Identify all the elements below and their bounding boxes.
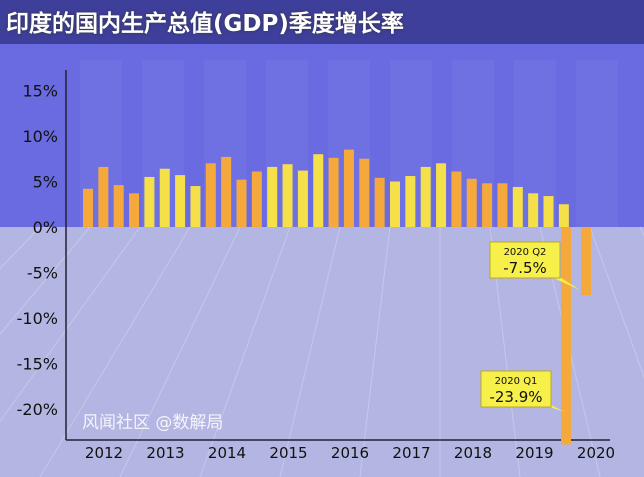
y-tick-label: -20% [17, 400, 58, 419]
bar [251, 171, 262, 227]
bar [113, 185, 124, 227]
bar [561, 227, 571, 445]
y-tick-label: -10% [17, 309, 58, 328]
callout-value: -23.9% [489, 388, 542, 406]
bar [282, 164, 293, 227]
x-tick-label: 2014 [208, 444, 246, 462]
callout-box [489, 241, 561, 279]
bar [374, 177, 385, 227]
y-tick-label: 5% [33, 173, 58, 192]
floor-line [359, 226, 391, 477]
bar [129, 193, 140, 227]
bar [98, 166, 109, 227]
floor-line [0, 226, 141, 423]
floor-line [199, 226, 291, 477]
bar [405, 176, 416, 227]
bar [175, 175, 186, 227]
bar [390, 181, 400, 227]
bar [313, 154, 324, 227]
bar [558, 204, 569, 227]
y-tick-label: 0% [33, 218, 58, 237]
x-tick-label: 2015 [269, 444, 307, 462]
y-tick-label: -15% [17, 355, 58, 374]
bar [482, 183, 493, 227]
y-tick-label: 15% [22, 82, 58, 101]
x-tick-label: 2019 [515, 444, 553, 462]
callout-period: 2020 Q2 [504, 247, 547, 258]
bar [543, 196, 554, 227]
bar [420, 166, 431, 227]
x-tick-label: 2016 [331, 444, 369, 462]
bar [205, 163, 216, 227]
floor-line [279, 226, 341, 477]
callout-value: -7.5% [503, 259, 547, 277]
bar [159, 168, 170, 227]
bar [512, 186, 523, 227]
bar [466, 178, 477, 227]
floor-line [39, 226, 191, 477]
x-tick-label: 2012 [85, 444, 123, 462]
x-tick-label: 2018 [454, 444, 492, 462]
x-tick-label: 2017 [392, 444, 430, 462]
bar [343, 149, 354, 227]
callout-period: 2020 Q1 [495, 376, 538, 387]
callout-box [480, 370, 552, 408]
y-tick-label: 10% [22, 127, 58, 146]
x-tick-label: 2013 [146, 444, 184, 462]
floor-line [589, 226, 644, 379]
bar [144, 176, 155, 227]
watermark: 风闻社区 @数解局 [82, 413, 224, 433]
bar [451, 171, 462, 227]
title-band [0, 0, 644, 44]
bar [581, 227, 591, 296]
bar [236, 179, 247, 227]
bar [328, 157, 339, 227]
floor-line [0, 226, 91, 335]
chart-title: 印度的国内生产总值(GDP)季度增长率 [6, 11, 404, 37]
x-tick-label: 2020 [577, 444, 615, 462]
bar [297, 170, 308, 227]
background-stripe [576, 60, 618, 227]
bar [528, 193, 539, 227]
floor-line [119, 226, 241, 477]
bar [267, 166, 278, 227]
bar [83, 188, 93, 227]
bar [221, 156, 232, 227]
bar [359, 158, 370, 227]
y-tick-label: -5% [27, 264, 58, 283]
bar [436, 163, 447, 227]
bar [497, 183, 508, 227]
bar [190, 186, 201, 227]
